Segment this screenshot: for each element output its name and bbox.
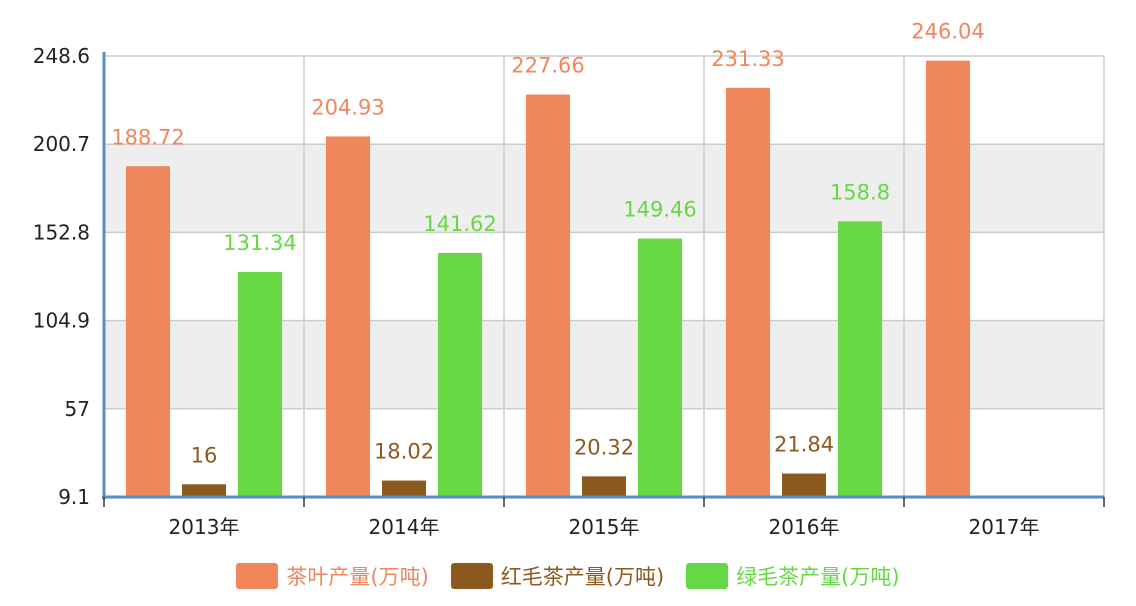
bar [182, 484, 226, 497]
bar [782, 473, 826, 497]
data-label: 131.34 [223, 231, 296, 255]
legend-item[interactable]: 红毛茶产量(万吨) [450, 561, 665, 591]
legend-label: 绿毛茶产量(万吨) [736, 565, 900, 589]
data-label: 16 [191, 443, 218, 467]
y-tick-label: 248.6 [33, 44, 90, 68]
data-label: 246.04 [911, 20, 984, 44]
legend-label: 茶叶产量(万吨) [286, 565, 429, 589]
data-label: 21.84 [774, 433, 834, 457]
bar [238, 271, 282, 497]
data-label: 188.72 [111, 125, 184, 149]
data-label: 149.46 [623, 198, 696, 222]
data-label: 204.93 [311, 95, 384, 119]
x-tick-label: 2016年 [769, 515, 840, 539]
data-label: 18.02 [374, 440, 434, 464]
bar [926, 60, 970, 498]
data-label: 227.66 [511, 54, 584, 78]
x-tick-label: 2015年 [569, 515, 640, 539]
data-label: 141.62 [423, 212, 496, 236]
bar [726, 87, 770, 498]
bar [326, 136, 370, 498]
bar [582, 476, 626, 497]
legend-swatch [686, 563, 729, 589]
bar [638, 238, 682, 498]
legend-swatch [236, 563, 279, 589]
data-label: 20.32 [574, 435, 634, 459]
bar [126, 166, 170, 497]
x-tick-label: 2014年 [369, 515, 440, 539]
x-tick-label: 2013年 [169, 515, 240, 539]
grid-lines [104, 55, 1105, 497]
bar [382, 480, 426, 497]
legend: 茶叶产量(万吨) 红毛茶产量(万吨) 绿毛茶产量(万吨) [0, 561, 1136, 591]
data-label: 231.33 [711, 47, 784, 71]
data-labels: 188.72 16 131.34 204.93 18.02 141.62 227.66 20.… [111, 20, 984, 468]
y-tick-label: 104.9 [33, 309, 90, 333]
bar [838, 221, 882, 497]
data-label: 158.8 [830, 180, 890, 204]
axes: 2013年 2014年 2015年 2016年 2017年 9.1 57 104.9 152.8… [33, 44, 1105, 539]
y-tick-label: 57 [65, 397, 90, 421]
legend-item[interactable]: 绿毛茶产量(万吨) [686, 561, 900, 591]
y-tick-label: 152.8 [33, 220, 90, 244]
y-tick-label: 200.7 [33, 132, 90, 156]
legend-swatch [450, 563, 493, 589]
bars [126, 60, 970, 498]
y-tick-label: 9.1 [58, 485, 90, 509]
bar [438, 252, 482, 497]
bar [526, 94, 570, 497]
x-tick-label: 2017年 [969, 515, 1040, 539]
legend-label: 红毛茶产量(万吨) [500, 565, 665, 589]
legend-item[interactable]: 茶叶产量(万吨) [236, 561, 429, 591]
